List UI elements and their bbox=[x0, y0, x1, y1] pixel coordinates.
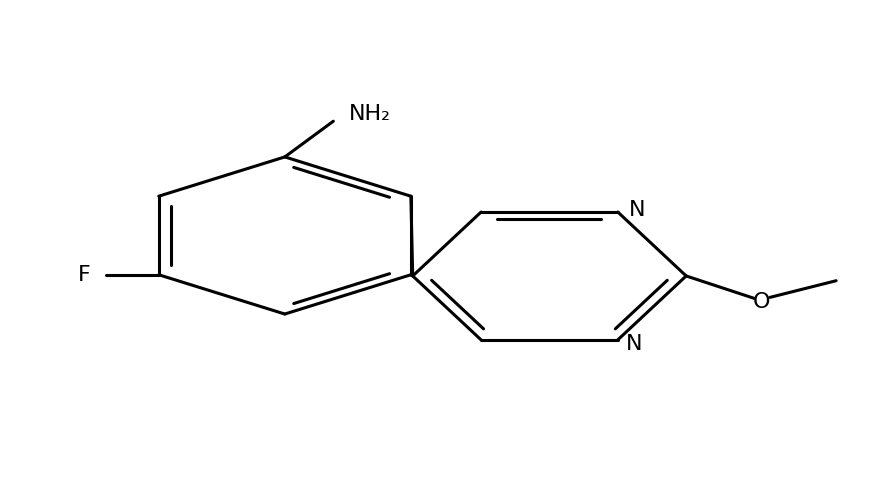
Text: O: O bbox=[753, 292, 770, 312]
Text: NH₂: NH₂ bbox=[349, 104, 392, 124]
Text: N: N bbox=[629, 199, 645, 220]
Text: F: F bbox=[77, 265, 90, 285]
Text: N: N bbox=[625, 334, 642, 354]
